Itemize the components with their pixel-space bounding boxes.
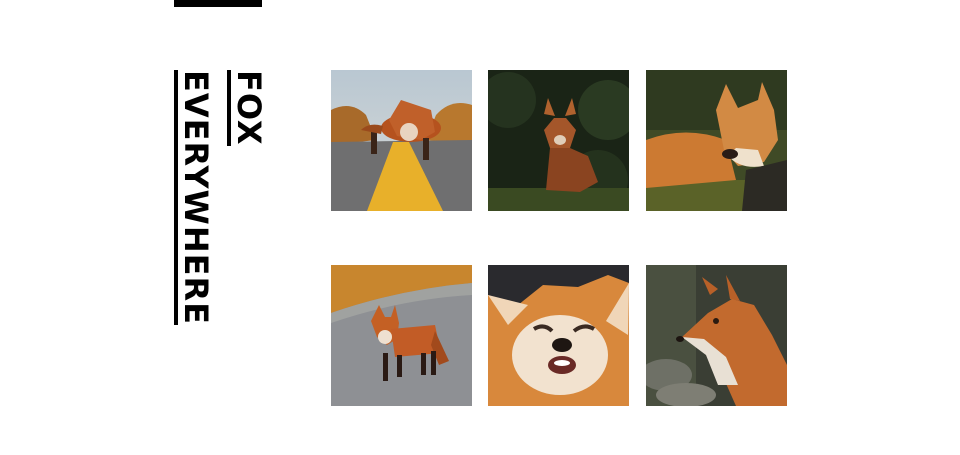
fox-road-image xyxy=(331,70,472,211)
gallery-photo-fox-rocks[interactable] xyxy=(646,265,787,406)
gallery-photo-fox-road[interactable] xyxy=(331,70,472,211)
gallery-photo-fox-bushes[interactable] xyxy=(488,70,629,211)
fox-bushes-image xyxy=(488,70,629,211)
fox-rocks-image xyxy=(646,265,787,406)
gallery-photo-fox-grass[interactable] xyxy=(646,70,787,211)
fox-grass-image xyxy=(646,70,787,211)
gallery-photo-fox-closeup[interactable] xyxy=(488,265,629,406)
fox-closeup-image xyxy=(488,265,629,406)
top-accent-bar xyxy=(174,0,262,7)
gallery-photo-fox-standing-road[interactable] xyxy=(331,265,472,406)
fox-standing-road-image xyxy=(331,265,472,406)
title-line-fox: FOX xyxy=(227,70,268,146)
title-line-everywhere: EVERYWHERE xyxy=(174,70,215,325)
